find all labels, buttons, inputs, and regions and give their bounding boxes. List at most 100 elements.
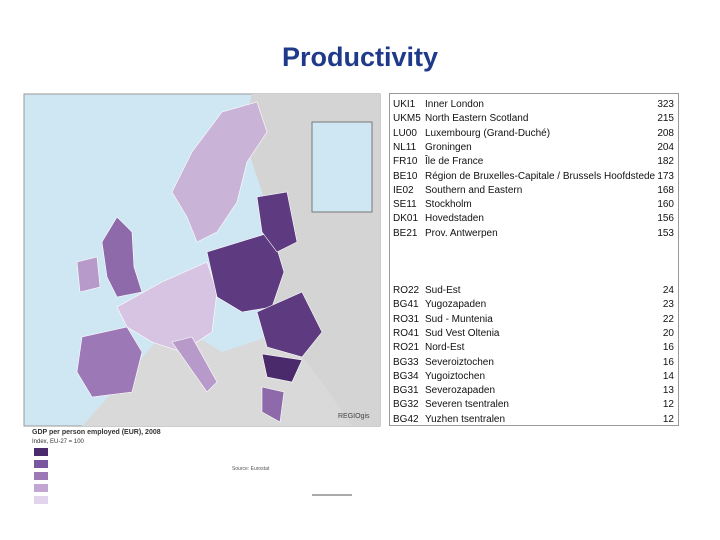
region-value: 12 [662,399,674,411]
table-row: SE11 Stockholm 160 [390,198,678,212]
region-value: 12 [662,413,674,425]
region-name: Nord-Est [425,342,465,354]
region-value: 156 [657,213,674,225]
greece [261,386,285,423]
region-code: BG32 [393,399,419,411]
iberia [76,326,143,398]
region-code: BG42 [393,413,419,425]
region-code: RO41 [393,327,420,339]
table-row: BG31 Severozapaden 13 [390,384,678,398]
table-row: BE10 Région de Bruxelles-Capitale / Bruss… [390,170,678,184]
region-value: 215 [657,113,674,125]
logo: REGIOgis [338,413,370,420]
table-row: UKM5 North Eastern Scotland 215 [390,112,678,126]
region-value: 22 [662,313,674,325]
region-code: UKI1 [393,99,416,110]
table-row: RO31 Sud - Muntenia 22 [390,313,678,327]
region-code: RO31 [393,313,420,325]
region-code: BG33 [393,356,419,368]
table-row: UKI1 Inner London 323 [390,98,678,112]
baltics [256,191,298,253]
romania [256,291,323,358]
map: REGIOgis GDP per person employed (EUR), … [23,93,381,504]
bulgaria [261,353,303,383]
region-value: 173 [657,170,674,182]
table-row: RO41 Sud Vest Oltenia 20 [390,327,678,341]
legend-swatch [34,448,48,456]
table-row: LU00 Luxembourg (Grand-Duché) 208 [390,127,678,141]
table-row: FR10 Île de France 182 [390,155,678,169]
region-name: Prov. Antwerpen [425,227,498,239]
region-name: Hovedstaden [425,213,484,225]
table-row: BG34 Yugoiztochen 14 [390,370,678,384]
italy [171,336,218,393]
legend-swatch [34,460,48,468]
slide-title: Productivity [281,42,439,72]
region-value: 168 [657,184,674,196]
region-value: 153 [657,227,674,239]
table-row: IE02 Southern and Eastern 168 [390,184,678,198]
region-code: BG31 [393,385,419,397]
region-code: LU00 [393,127,417,139]
region-code: DK01 [393,213,419,225]
region-name: Stockholm [425,199,472,211]
region-name: Luxembourg (Grand-Duché) [425,127,551,139]
region-name: Yugoiztochen [425,370,486,382]
region-value: 20 [662,327,674,339]
region-value: 16 [662,356,674,368]
region-code: BG34 [393,370,419,382]
region-code: IE02 [393,184,414,196]
table-row: BG32 Severen tsentralen 12 [390,398,678,412]
region-name: North Eastern Scotland [425,113,529,125]
region-name: Sud - Muntenia [425,313,493,325]
region-name: Severozapaden [425,385,496,397]
legend-swatch [34,472,48,480]
region-code: SE11 [393,199,417,211]
region-value: 323 [657,99,674,110]
table-row: BG41 Yugozapaden 23 [390,298,678,312]
scandinavia [171,101,268,243]
table-row: BE21 Prov. Antwerpen 153 [390,227,678,241]
table-row: RO21 Nord-Est 16 [390,341,678,355]
region-code: BE10 [393,170,418,182]
table: UKI1 Inner London 323 UKM5 North Eastern Sco… [389,93,679,426]
region-name: Groningen [425,141,472,153]
region-value: 208 [657,127,674,139]
region-name: Région de Bruxelles-Capitale / Brussels … [425,170,655,182]
region-name: Southern and Eastern [425,184,523,196]
table-row: RO22 Sud-Est 24 [390,284,678,298]
region-name: Severoiztochen [425,356,494,368]
region-code: NL11 [393,141,417,153]
western-europe [116,261,218,353]
region-code: BG41 [393,299,419,311]
region-value: 13 [662,385,674,397]
region-code: RO21 [393,342,420,354]
ireland [76,256,101,293]
table-row: NL11 Groningen 204 [390,141,678,155]
region-name: Sud-Est [425,285,461,296]
table-row: BG33 Severoiztochen 16 [390,356,678,370]
region-value: 182 [657,156,674,168]
region-code: FR10 [393,156,418,168]
region-value: 24 [662,285,674,296]
region-value: 23 [662,299,674,311]
region-value: 14 [662,370,674,382]
table-row: DK01 Hovedstaden 156 [390,212,678,226]
legend-swatch [34,484,48,492]
region-code: BE21 [393,227,418,239]
region-code: UKM5 [393,113,421,125]
region-name: Île de France [425,156,484,168]
region-name: Severen tsentralen [425,399,509,411]
region-name: Sud Vest Oltenia [425,327,500,339]
inset-frame [311,121,373,213]
region-name: Yuzhen tsentralen [425,413,506,425]
uk [101,216,143,298]
region-code: RO22 [393,285,420,296]
region-name: Yugozapaden [425,299,487,311]
region-value: 204 [657,141,674,153]
legend-title: GDP per person employed (EUR), 2008 [32,429,161,436]
region-name: Inner London [425,99,484,110]
region-value: 16 [662,342,674,354]
legend-swatch [34,496,48,504]
